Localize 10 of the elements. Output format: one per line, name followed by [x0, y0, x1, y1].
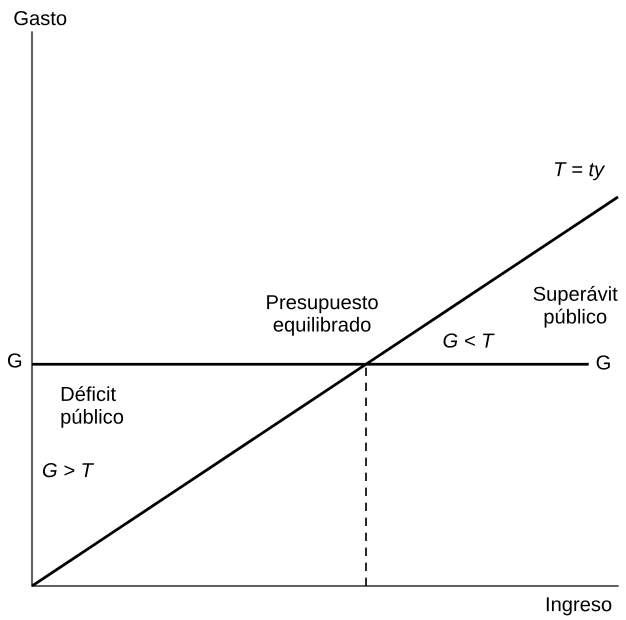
series-label: T = ty — [555, 162, 606, 180]
text: G — [8, 353, 22, 368]
annotation: G < T — [444, 333, 495, 348]
annotation: Presupuesto equilibrado — [267, 295, 378, 336]
annotation: G > T — [42, 463, 94, 478]
x-axis-title: Ingreso — [546, 597, 612, 616]
text: Gasto — [14, 10, 66, 26]
annotation: Superávit público — [534, 286, 618, 328]
series-label: G — [596, 355, 610, 370]
annotation: Déficit público — [61, 386, 124, 428]
